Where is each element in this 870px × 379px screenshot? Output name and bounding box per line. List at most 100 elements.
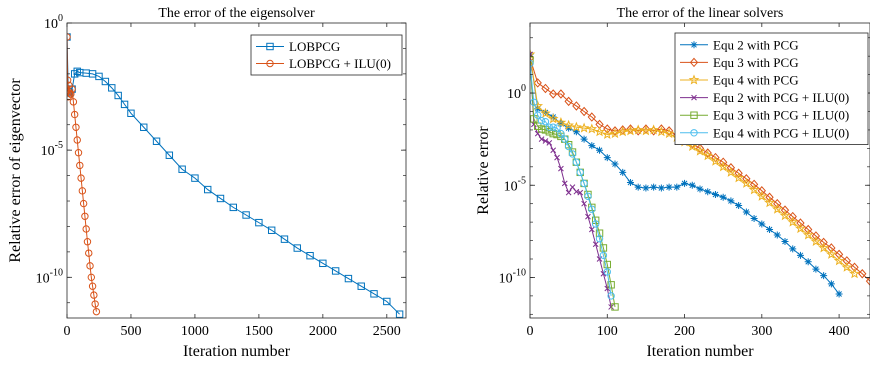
data-point [577,189,584,196]
data-point [688,74,700,85]
data-point [819,237,828,248]
data-point [383,297,391,306]
data-point [70,70,79,78]
data-point [569,184,576,190]
data-point [561,180,568,187]
legend-entry: Equ 3 with PCG [680,55,799,70]
data-point [741,177,752,188]
y-tick-base: 10 [41,144,55,159]
x-tick-label: 1000 [181,324,209,339]
data-point [86,262,94,270]
legend-label: Equ 4 with PCG [713,73,799,88]
data-point [178,165,186,173]
legend-label: Equ 2 with PCG [713,37,799,52]
data-point [603,268,611,276]
series-line [67,36,97,312]
data-point [611,303,619,311]
data-point [711,190,719,198]
data-point [796,251,804,259]
data-point [804,224,813,235]
data-point [568,150,577,158]
data-point [537,117,546,125]
data-point [704,188,712,196]
data-point [152,137,161,145]
data-point [603,154,611,162]
y-tick-base: 10 [499,271,513,286]
data-point [73,67,81,76]
data-point [67,89,74,97]
legend-entry: Equ 4 with PCG + ILU(0) [680,125,849,140]
data-point [72,123,80,131]
data-point [603,124,612,134]
data-point [607,292,615,300]
data-point [540,107,551,118]
data-point [557,119,565,127]
plot-area [530,48,870,311]
y-tick-exponent: 0 [58,13,63,24]
data-point [766,226,774,233]
data-point [306,251,314,260]
data-point [781,237,789,245]
data-point [750,214,758,222]
data-point [537,125,546,133]
y-tick-label: 100 [44,13,63,32]
data-point [725,166,737,177]
data-point [594,126,605,137]
legend-label: LOBPCG [289,39,340,54]
data-point [681,179,689,187]
data-point [608,304,614,310]
data-point [617,126,629,137]
plot-area [67,33,404,318]
data-point [717,161,729,172]
data-point [555,116,567,128]
data-point [603,260,611,269]
data-point [77,174,85,182]
data-point [557,129,565,138]
y-tick-exponent: -10 [50,267,63,278]
legend-label: LOBPCG + ILU(0) [289,56,391,71]
y-tick-base: 10 [507,87,521,102]
data-point [120,100,129,109]
data-point [619,168,627,176]
data-point [541,83,550,94]
data-point [858,268,867,279]
data-point [665,183,673,191]
data-point [810,235,822,247]
data-point [795,222,806,234]
data-point [584,192,592,201]
x-tick-label: 200 [674,324,695,339]
data-point [818,242,829,253]
data-point [596,146,604,154]
chart-title: The error of the linear solvers [617,6,784,21]
data-point [757,186,766,196]
y-tick-label: 10-10 [499,267,526,286]
data-point [331,267,340,275]
y-tick-exponent: -10 [513,267,526,278]
data-point [758,220,766,228]
x-tick-label: 0 [64,324,71,339]
data-point [826,248,837,259]
y-tick-base: 10 [504,179,518,194]
data-point [580,135,588,143]
data-point [640,125,652,136]
legend-label: Equ 2 with PCG + ILU(0) [713,90,849,105]
data-point [742,174,751,184]
data-point [579,106,589,117]
data-point [229,203,238,212]
data-point [76,161,84,170]
x-tick-label: 1500 [245,324,273,339]
data-point [588,142,596,150]
data-point [804,258,812,266]
y-tick-label: 10-10 [36,267,63,286]
legend: Equ 2 with PCG Equ 3 with PCG Equ 4 with P… [674,32,869,145]
data-point [108,84,116,92]
series-1 [67,33,404,318]
data-point [530,59,534,68]
x-tick-label: 500 [120,324,141,339]
x-tick-label: 2500 [373,324,401,339]
data-point [607,281,615,289]
data-point [73,136,81,144]
data-point [344,274,353,283]
